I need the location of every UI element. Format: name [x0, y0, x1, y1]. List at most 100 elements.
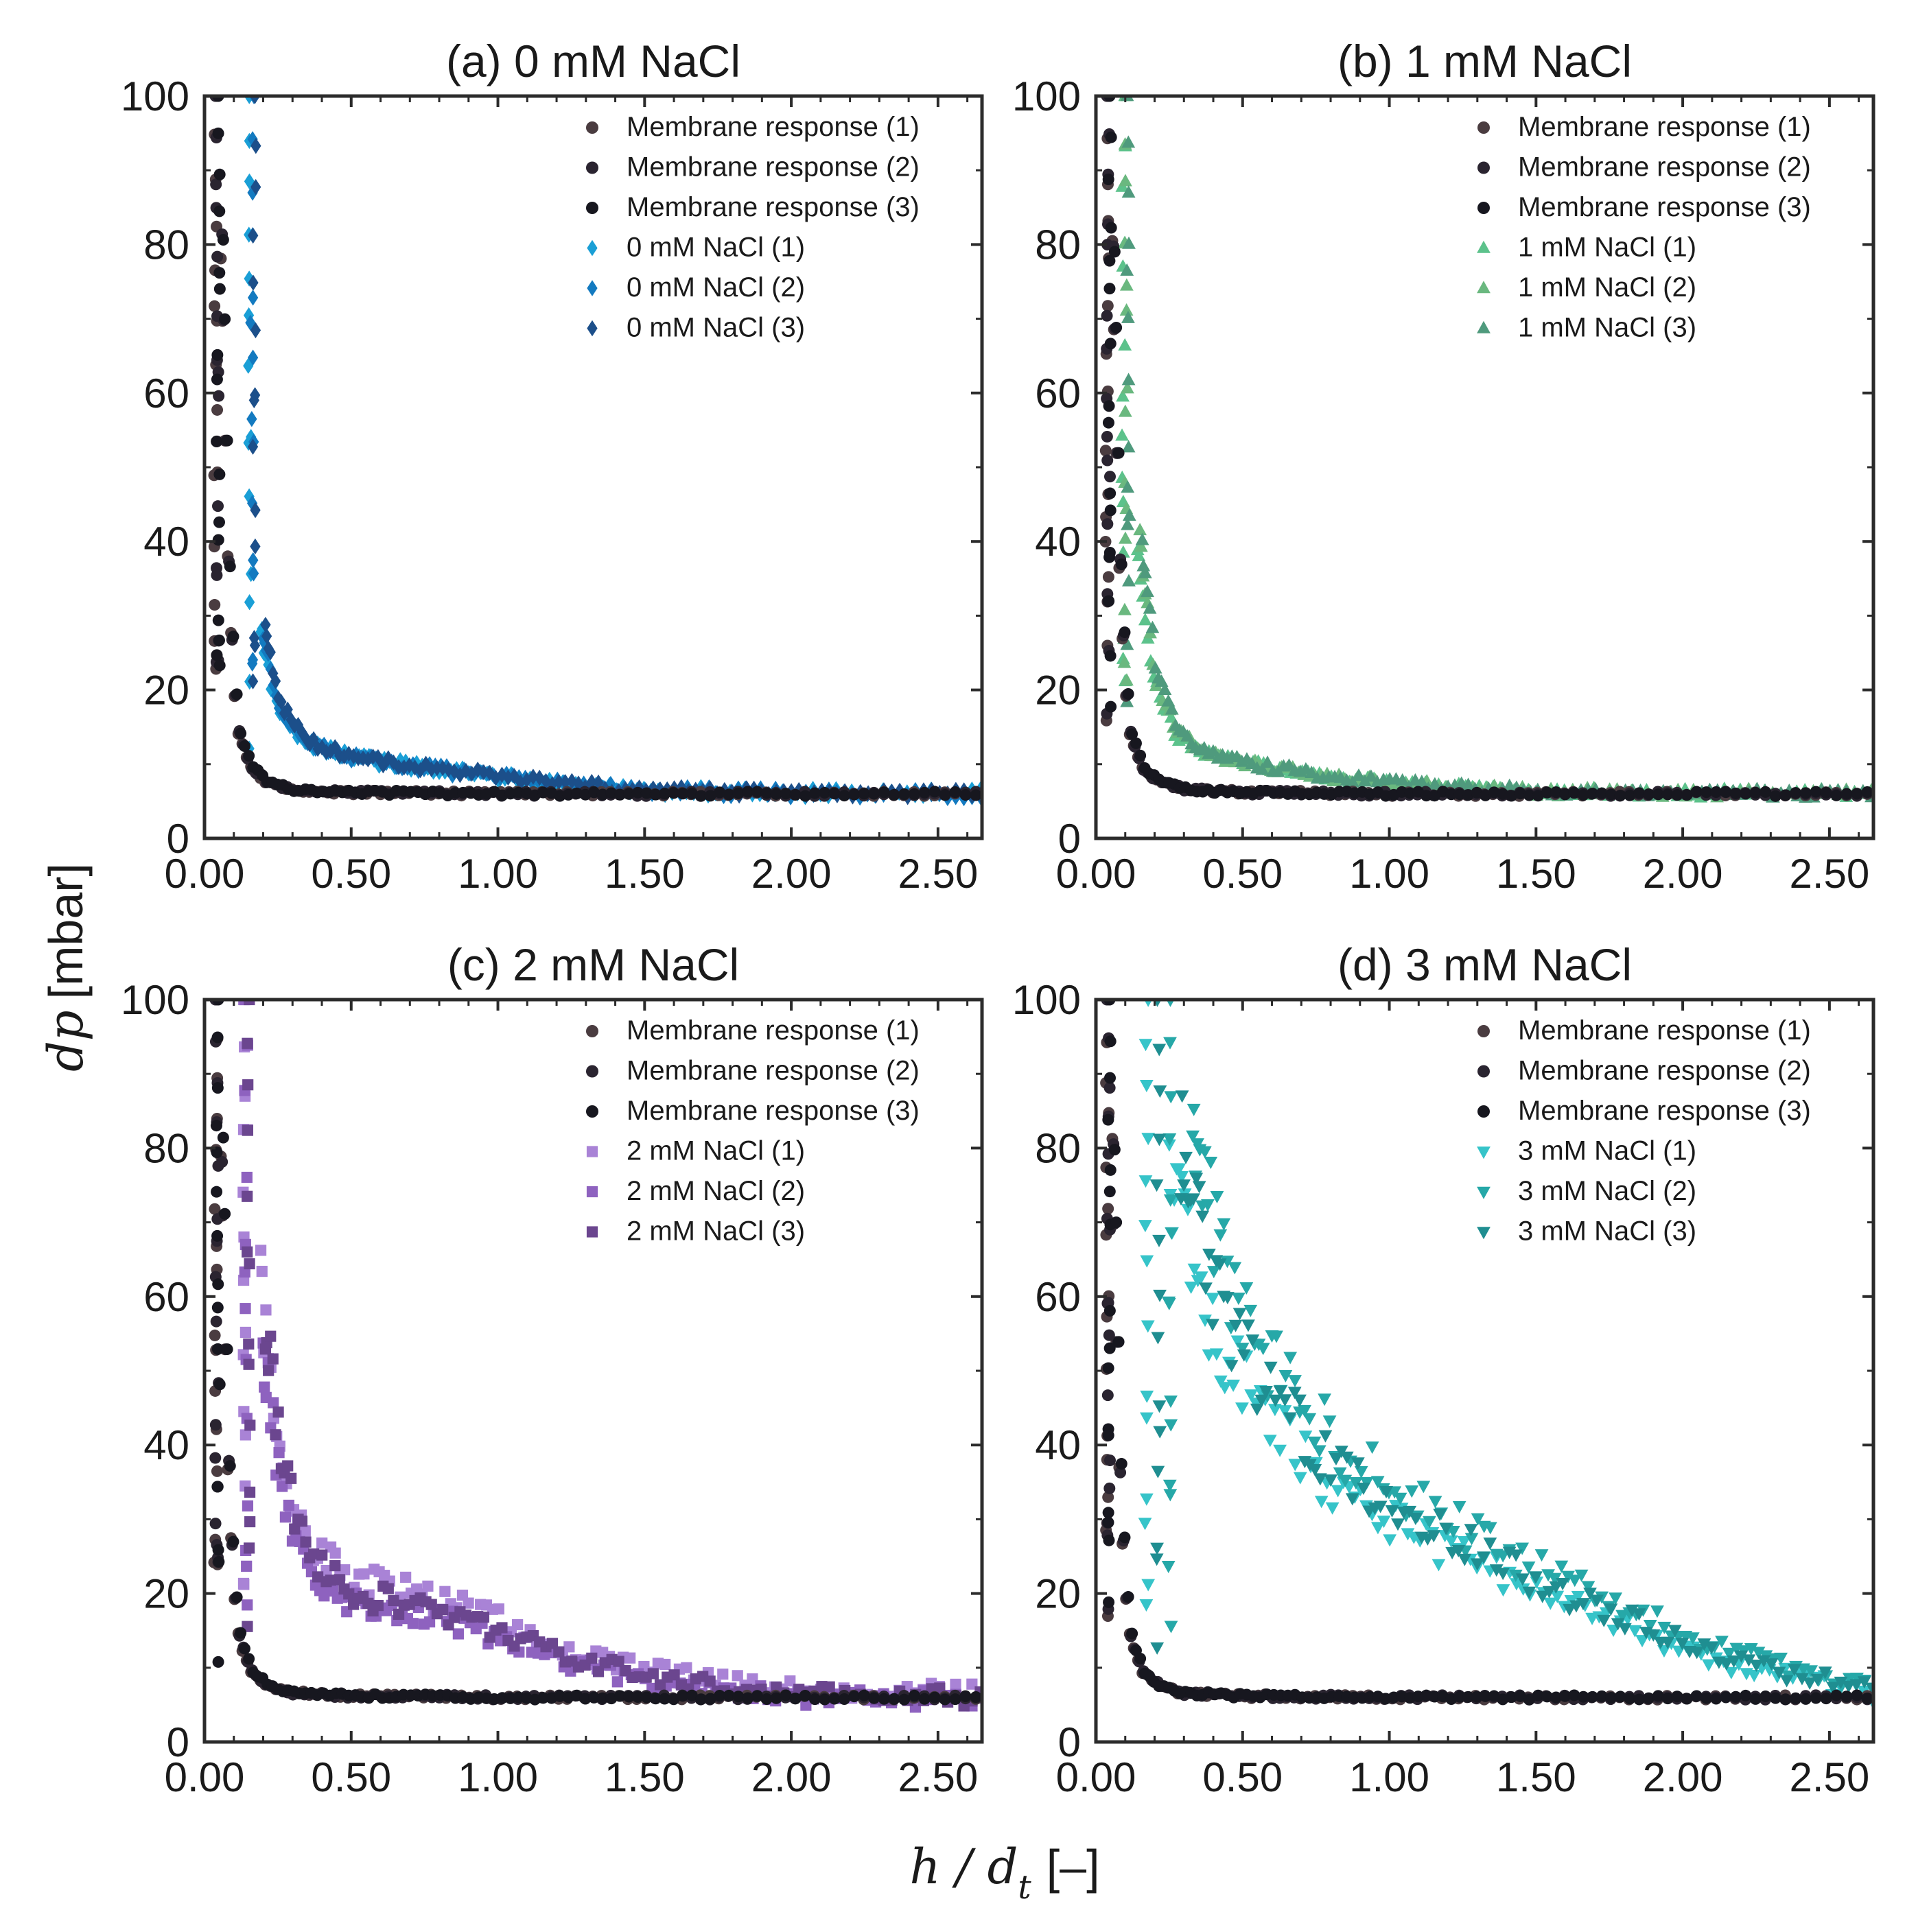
legend-marker: [586, 1226, 598, 1238]
data-point: [1403, 1505, 1417, 1518]
data-point: [1348, 1477, 1363, 1490]
legend-marker: [587, 280, 598, 296]
data-point: [677, 1690, 689, 1702]
data-point: [244, 1000, 255, 1006]
data-point: [1138, 1220, 1152, 1233]
data-point: [212, 534, 224, 546]
data-point: [312, 1571, 324, 1583]
panel-a: (a) 0 mM NaCl 0.00 0.50 1.00 1.50 2.00 2.50 0 20…: [121, 36, 984, 897]
data-point: [1206, 1319, 1219, 1332]
data-point: [1840, 788, 1853, 800]
data-point: [1197, 1146, 1212, 1159]
data-point: [546, 1638, 558, 1649]
data-point: [209, 599, 221, 611]
data-point: [1101, 300, 1114, 312]
data-point: [1103, 1082, 1116, 1094]
data-point: [1329, 1453, 1343, 1466]
data-point: [760, 1693, 773, 1706]
data-point: [437, 1603, 449, 1616]
data-point: [838, 790, 850, 802]
legend: Membrane response (1) Membrane response (…: [586, 1015, 920, 1247]
data-point: [1122, 574, 1136, 587]
data-point: [1140, 1255, 1154, 1268]
data-point: [1244, 1389, 1259, 1402]
data-point: [1632, 1608, 1646, 1621]
data-point: [1101, 309, 1113, 322]
data-point: [1681, 1693, 1693, 1705]
data-point: [1118, 404, 1132, 417]
data-point: [1643, 1620, 1657, 1633]
y-tick-label: 0: [167, 1719, 189, 1765]
data-point: [1164, 710, 1178, 723]
data-point: [1568, 1689, 1580, 1701]
data-point: [1108, 1144, 1121, 1156]
panel-title: (b) 1 mM NaCl: [1337, 36, 1632, 86]
legend-marker: [1477, 1146, 1491, 1159]
legend-marker: [1477, 1105, 1490, 1118]
data-point: [248, 274, 259, 291]
x-tick-label: 0.00: [165, 851, 245, 897]
x-tick-label: 2.50: [1789, 851, 1869, 897]
data-point: [1138, 1518, 1152, 1531]
data-point: [213, 1555, 225, 1568]
data-point: [704, 790, 716, 802]
data-point: [1114, 1466, 1127, 1479]
data-point: [622, 1690, 635, 1703]
data-point: [640, 1691, 653, 1704]
data-point: [605, 775, 616, 792]
data-point: [209, 300, 221, 312]
data-point: [1439, 1522, 1453, 1535]
data-point: [1729, 787, 1742, 799]
data-point: [1496, 1568, 1510, 1581]
data-point: [210, 1120, 222, 1132]
data-point: [1213, 1229, 1228, 1242]
data-point: [1112, 1336, 1125, 1348]
data-point: [799, 1690, 811, 1702]
y-tick-label: 20: [143, 1571, 189, 1617]
data-point: [1681, 789, 1693, 801]
data-point: [276, 694, 287, 710]
data-point: [1722, 1647, 1736, 1660]
data-point: [686, 788, 698, 800]
data-point: [1140, 1412, 1154, 1425]
data-point: [1152, 1133, 1167, 1146]
data-point: [224, 561, 236, 573]
data-point: [1163, 1194, 1178, 1207]
legend-label: 0 mM NaCl (1): [627, 233, 805, 263]
data-point: [250, 322, 261, 339]
data-point: [751, 786, 763, 798]
data-point: [1661, 1693, 1674, 1705]
data-point: [1102, 1507, 1114, 1519]
data-point: [243, 1542, 255, 1554]
data-point: [659, 1693, 671, 1705]
data-point: [1574, 1569, 1589, 1582]
data-point: [823, 1681, 835, 1693]
data-point: [217, 233, 229, 246]
data-point: [316, 1549, 328, 1561]
data-point: [242, 1124, 254, 1136]
data-point: [242, 1599, 253, 1611]
data-point: [243, 750, 255, 762]
data-point: [1141, 585, 1154, 598]
data-point: [248, 552, 259, 569]
data-point: [1496, 1584, 1510, 1597]
data-point: [1105, 131, 1117, 143]
data-point: [1151, 1332, 1165, 1345]
data-point: [553, 773, 564, 790]
panel-title: (d) 3 mM NaCl: [1337, 939, 1632, 990]
y-axis: 0 20 40 60 80 100: [1012, 73, 1873, 862]
data-point: [1464, 1533, 1479, 1546]
data-point: [1104, 504, 1117, 517]
data-point: [1101, 518, 1114, 530]
data-point: [239, 1326, 251, 1339]
data-point: [1861, 786, 1873, 799]
data-point: [1596, 787, 1608, 799]
data-point: [219, 1208, 231, 1220]
data-point: [1298, 1430, 1313, 1444]
data-point: [250, 178, 261, 196]
data-point: [704, 1693, 716, 1705]
y-axis-label: dp [mbar]: [38, 863, 94, 1072]
data-point: [1140, 1390, 1154, 1403]
data-point: [1834, 1676, 1848, 1689]
data-point: [1541, 1569, 1555, 1582]
